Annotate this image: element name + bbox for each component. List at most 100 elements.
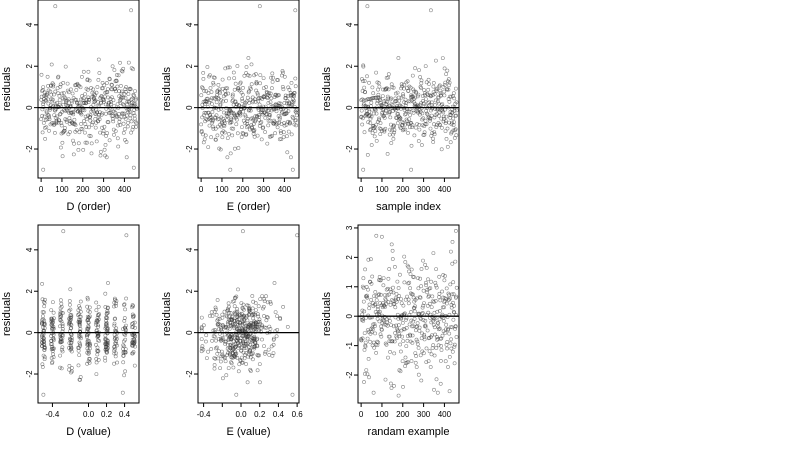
data-point xyxy=(85,333,89,338)
data-point xyxy=(242,356,247,361)
data-point xyxy=(248,331,253,336)
data-point xyxy=(85,346,90,351)
x-tick-label: 0 xyxy=(359,185,364,194)
data-point xyxy=(223,339,228,344)
data-point xyxy=(125,113,129,118)
data-point xyxy=(414,354,419,358)
data-point xyxy=(371,340,376,345)
data-point xyxy=(374,111,379,116)
data-point xyxy=(114,336,119,341)
data-point xyxy=(448,249,453,254)
data-point xyxy=(454,113,459,118)
data-point xyxy=(397,333,402,338)
data-point xyxy=(276,78,280,83)
data-point xyxy=(438,381,443,386)
data-point xyxy=(446,365,450,369)
data-point xyxy=(445,339,450,344)
data-point xyxy=(87,78,92,83)
data-point xyxy=(271,75,275,80)
data-point xyxy=(112,132,116,137)
data-point xyxy=(234,122,239,127)
data-point xyxy=(408,113,413,117)
plot-frame xyxy=(357,224,460,404)
data-point xyxy=(110,64,115,69)
data-point xyxy=(239,355,244,360)
data-point xyxy=(240,229,245,234)
data-point xyxy=(281,87,286,92)
data-point xyxy=(389,289,394,294)
data-point xyxy=(416,286,421,291)
data-point xyxy=(428,286,433,291)
data-point xyxy=(400,123,405,128)
data-point xyxy=(271,342,276,347)
data-point xyxy=(253,325,258,330)
data-point xyxy=(436,101,441,106)
data-point xyxy=(274,109,279,114)
data-point xyxy=(85,342,90,347)
data-point xyxy=(225,326,230,331)
data-point xyxy=(421,351,426,356)
data-point xyxy=(122,303,126,307)
data-point xyxy=(443,119,448,124)
data-point xyxy=(406,281,411,286)
data-point xyxy=(202,89,207,93)
data-point xyxy=(80,75,84,79)
data-point xyxy=(423,64,428,69)
data-point xyxy=(232,310,237,315)
data-point xyxy=(132,363,137,368)
data-point xyxy=(291,116,296,121)
data-point xyxy=(134,121,139,126)
data-point xyxy=(288,121,292,126)
data-point xyxy=(264,325,269,330)
data-point xyxy=(102,94,107,99)
data-point xyxy=(86,308,91,313)
data-point xyxy=(378,132,383,137)
data-point xyxy=(389,386,394,390)
data-point xyxy=(397,368,402,373)
data-point xyxy=(451,317,456,322)
data-point xyxy=(367,97,372,102)
x-axis-label: D (order) xyxy=(66,201,110,213)
data-point xyxy=(388,127,393,132)
data-point xyxy=(95,352,100,357)
data-point xyxy=(94,300,99,305)
data-point xyxy=(67,299,72,303)
data-point xyxy=(81,69,86,74)
data-point xyxy=(390,257,395,261)
data-point xyxy=(397,332,402,337)
data-point xyxy=(411,95,415,99)
data-point xyxy=(437,274,442,279)
data-point xyxy=(83,130,87,135)
data-point xyxy=(116,73,121,78)
y-tick-label: 4 xyxy=(345,22,354,27)
data-point xyxy=(413,66,418,71)
data-point xyxy=(429,352,434,357)
data-point xyxy=(281,304,286,309)
data-point xyxy=(433,332,438,337)
data-point xyxy=(409,167,414,172)
data-point xyxy=(69,99,74,103)
data-point xyxy=(428,126,433,131)
data-point xyxy=(58,353,63,358)
data-point xyxy=(254,80,259,84)
x-tick-label: 0.4 xyxy=(119,410,131,419)
data-point xyxy=(379,103,384,107)
data-point xyxy=(428,365,433,369)
data-point xyxy=(413,304,418,309)
data-point xyxy=(257,362,262,367)
data-point xyxy=(361,79,365,84)
data-point xyxy=(281,130,286,135)
y-axis-label: residuals xyxy=(161,291,173,336)
data-point xyxy=(72,117,77,122)
data-point xyxy=(371,111,376,116)
data-point xyxy=(434,125,439,129)
data-point xyxy=(199,93,204,98)
data-point xyxy=(435,337,440,342)
data-point xyxy=(86,324,91,329)
data-point xyxy=(78,334,83,339)
data-point xyxy=(50,360,55,364)
data-point xyxy=(366,356,371,361)
x-tick-label: 300 xyxy=(417,410,431,419)
data-point xyxy=(125,102,130,107)
data-point xyxy=(414,337,419,342)
